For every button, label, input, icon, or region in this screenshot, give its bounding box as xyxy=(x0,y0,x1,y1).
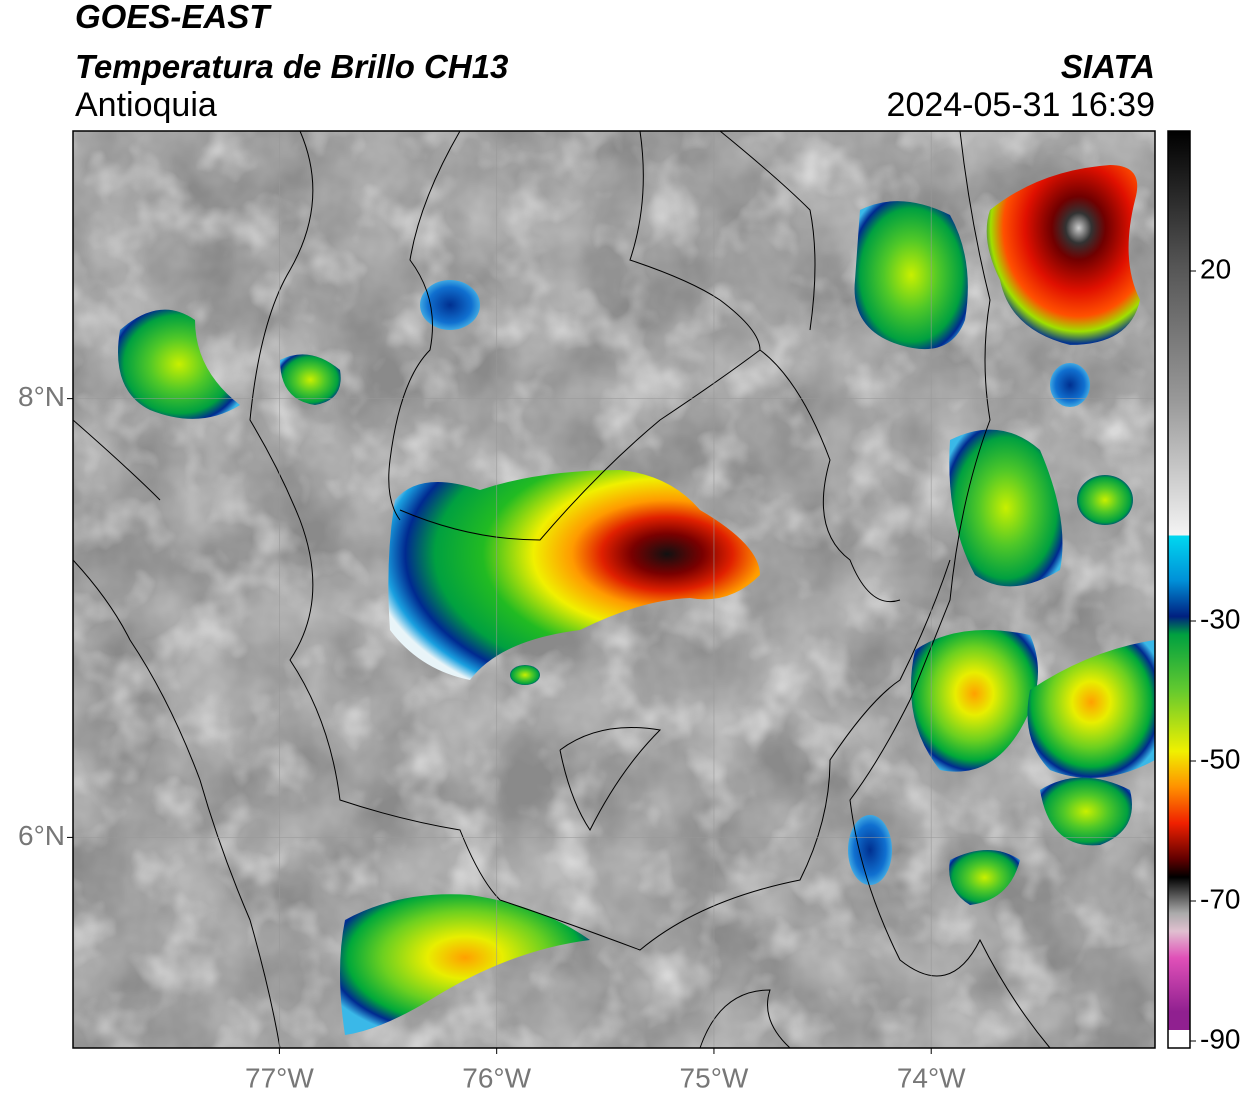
storm xyxy=(949,850,1020,905)
y-tick-label: 6°N xyxy=(18,820,65,851)
colorbar-under xyxy=(1168,1030,1190,1048)
colorbar-frame xyxy=(1167,130,1191,1049)
colorbar-tick-label: 20 xyxy=(1200,253,1231,284)
storm xyxy=(1050,363,1090,407)
source: SIATA xyxy=(1061,48,1155,85)
y-tick-label: 8°N xyxy=(18,381,65,412)
storm xyxy=(1040,777,1132,846)
colorbar-tick-label: -30 xyxy=(1200,603,1240,634)
region: Antioquia xyxy=(75,86,217,124)
storm xyxy=(910,630,1038,772)
grid xyxy=(73,131,1155,1048)
storm xyxy=(949,429,1063,587)
boundaries xyxy=(73,131,1051,1048)
storm xyxy=(854,201,968,350)
timestamp: 2024-05-31 16:39 xyxy=(887,86,1155,124)
colorbar-tick-label: -50 xyxy=(1200,743,1240,774)
storm xyxy=(848,815,892,885)
storm xyxy=(1027,640,1155,778)
map-frame xyxy=(72,130,1156,1049)
storm xyxy=(388,470,760,680)
boundary xyxy=(249,131,951,951)
colorbar-tick-label: -70 xyxy=(1200,883,1240,914)
boundary xyxy=(73,419,281,1048)
colorbar-tick-label: -90 xyxy=(1200,1023,1240,1054)
x-tick-label: 75°W xyxy=(680,1062,749,1093)
title: GOES-EAST xyxy=(75,0,272,35)
storm xyxy=(986,165,1140,345)
x-tick-label: 76°W xyxy=(462,1062,531,1093)
storm xyxy=(280,354,341,405)
boundary xyxy=(388,131,461,521)
storms xyxy=(118,165,1155,1035)
boundary xyxy=(849,131,1051,1048)
boundary xyxy=(629,131,816,351)
colorbar xyxy=(1168,131,1190,1030)
storm xyxy=(420,280,480,330)
boundary xyxy=(559,727,791,1048)
x-tick-label: 74°W xyxy=(897,1062,966,1093)
storm xyxy=(118,309,240,419)
map xyxy=(73,131,1155,1048)
storm xyxy=(340,894,590,1035)
subtitle: Temperatura de Brillo CH13 xyxy=(75,48,508,85)
storm xyxy=(1077,475,1133,525)
x-tick-label: 77°W xyxy=(245,1062,314,1093)
boundary xyxy=(399,349,901,602)
storm xyxy=(510,665,540,685)
